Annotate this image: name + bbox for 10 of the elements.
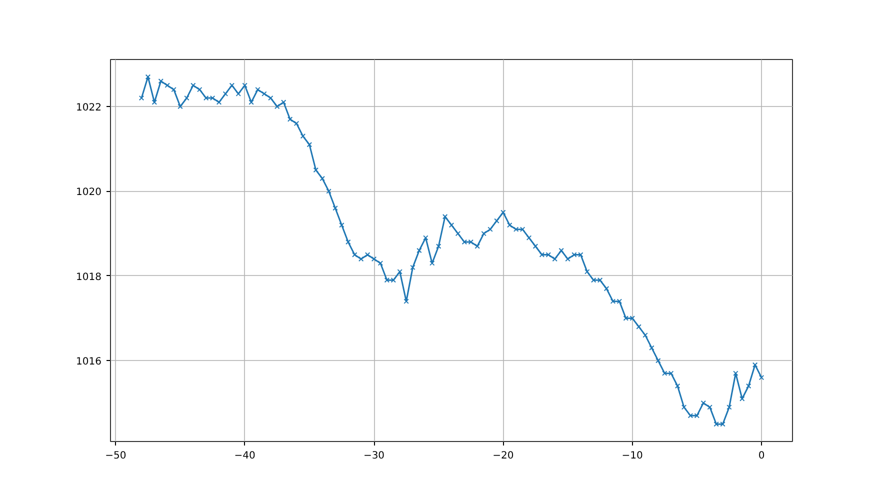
x-tick-label: −20 (492, 450, 514, 462)
x-tick-label: −30 (363, 450, 385, 462)
y-tick-label: 1022 (76, 102, 102, 114)
x-tick-label: −50 (105, 450, 126, 462)
y-tick-label: 1016 (76, 356, 102, 368)
y-tick-label: 1020 (76, 187, 102, 198)
y-tick-label: 1018 (76, 272, 102, 283)
x-tick-label: −10 (622, 450, 643, 462)
x-tick-label: 0 (758, 450, 765, 462)
x-tick-label: −40 (234, 450, 256, 462)
